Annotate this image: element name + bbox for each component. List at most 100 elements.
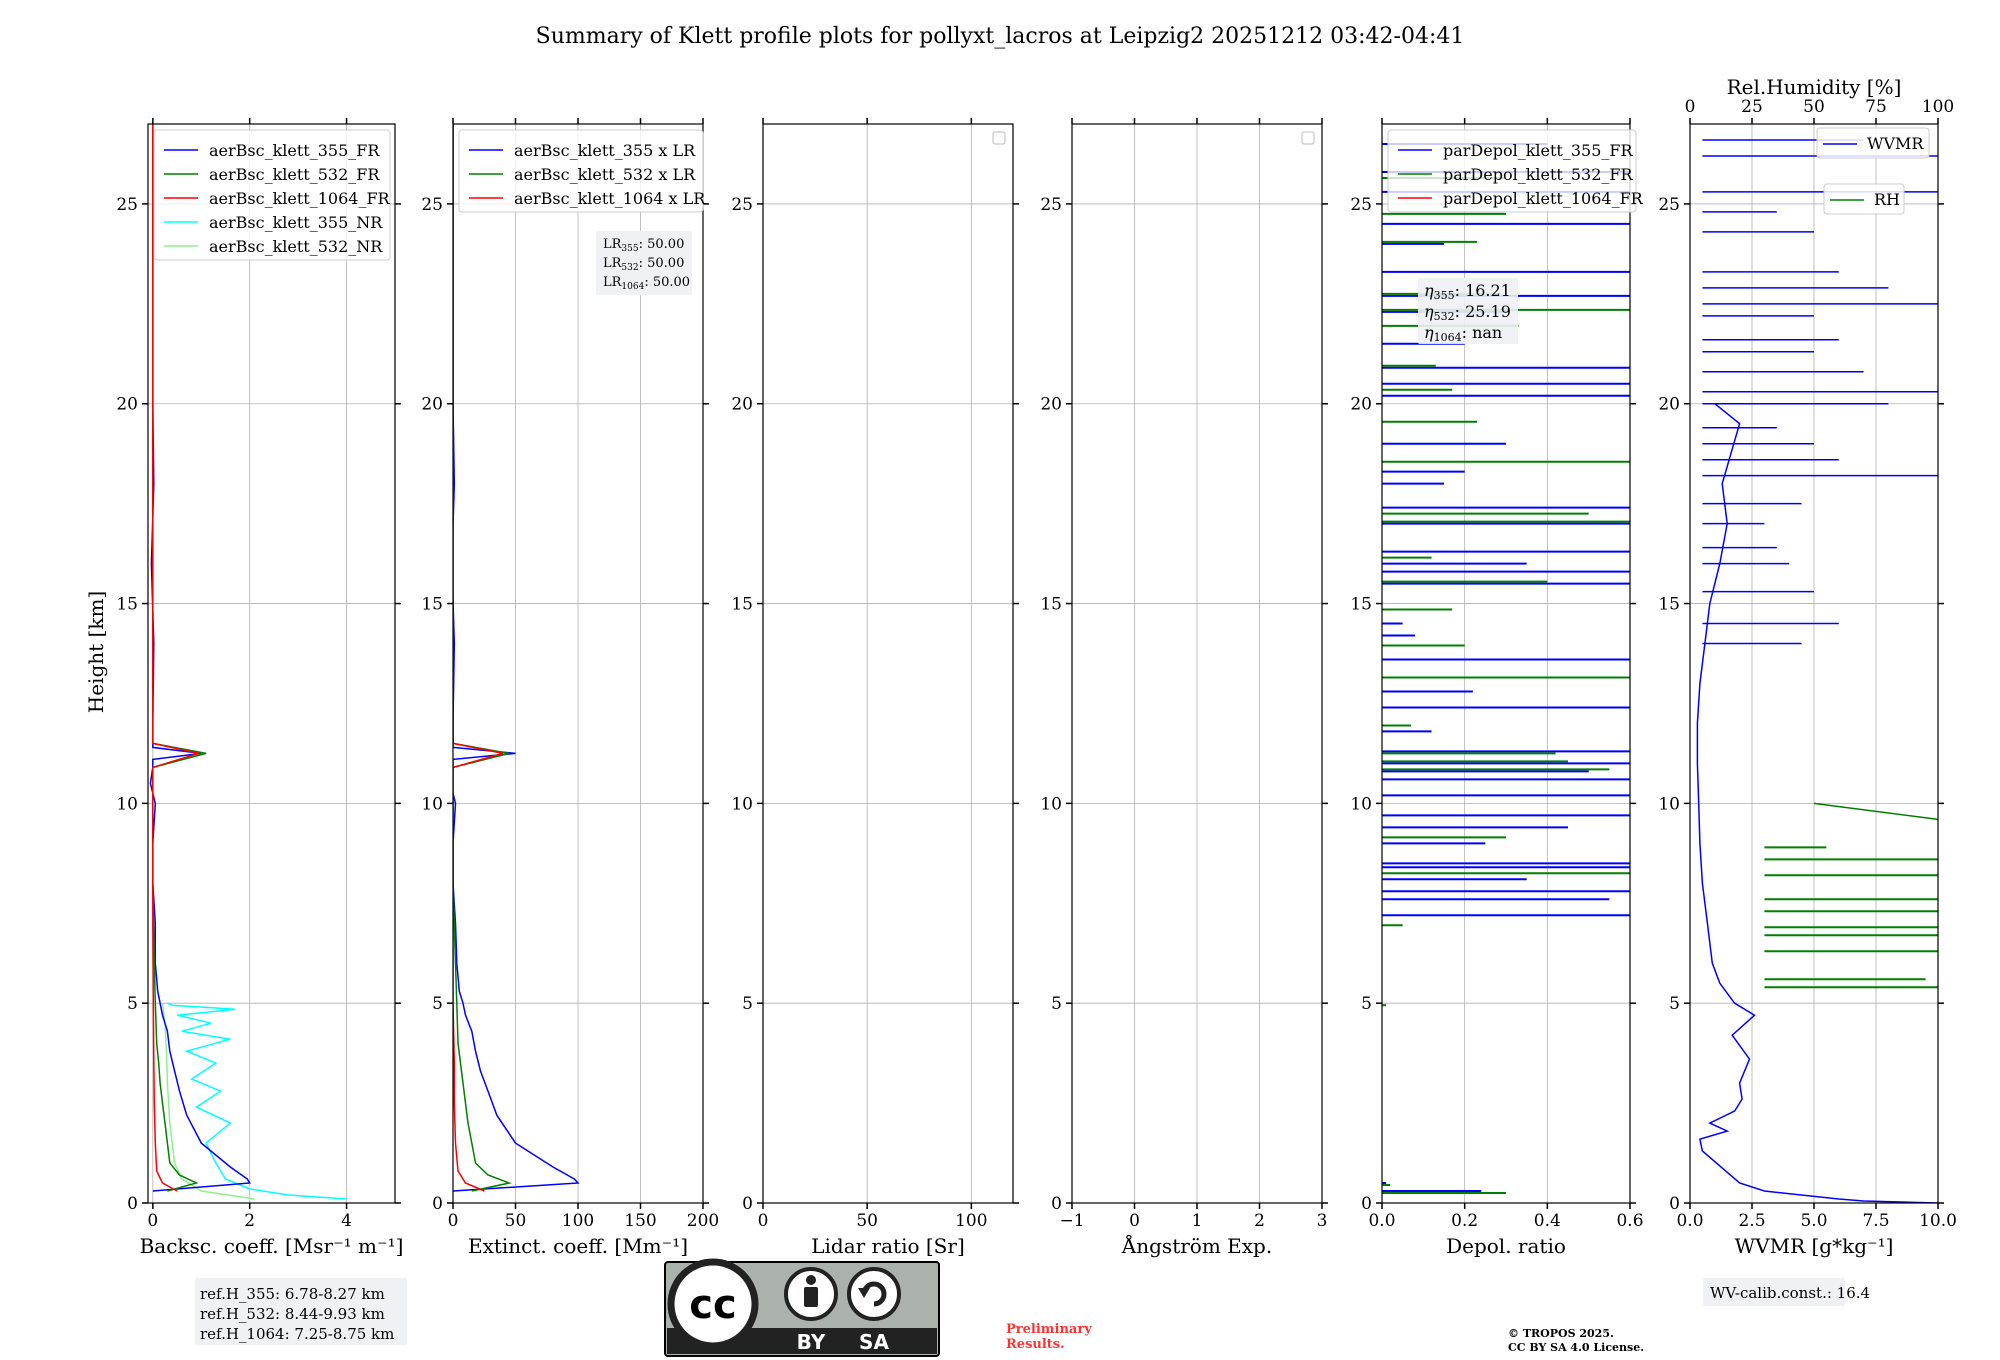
legend-label: aerBsc_klett_532_NR [209,237,383,256]
y-axis-label: Height [km] [84,591,108,713]
series-aerBsc_klett_355 x LR [453,124,580,1192]
y-tick-label: 5 [432,994,443,1014]
preliminary-note: Preliminary Results. [1006,1322,1092,1352]
preliminary-line-2: Results. [1006,1337,1065,1352]
legend-box [1387,129,1637,213]
y-tick-label: 15 [421,595,443,615]
y-tick-label: 15 [1658,595,1680,615]
eta-box [1418,278,1518,344]
y-tick-label: 25 [1350,195,1372,215]
copyright-note: © TROPOS 2025. CC BY SA 4.0 License. [1508,1327,1644,1354]
y-tick-label: 0 [432,1194,443,1214]
x-axis-label: Extinct. coeff. [Mm⁻¹] [468,1234,688,1258]
legend-label: parDepol_klett_532_FR [1443,165,1634,184]
legend-label: WVMR [1867,134,1924,153]
top-x-tick-label: 75 [1865,97,1887,117]
legend-label: aerBsc_klett_355 x LR [514,141,696,160]
y-tick-label: 10 [1658,794,1680,814]
plot-area [453,124,580,1192]
panel-bsc: 0 2 4 0 5 10 15 20 25 Backsc. coeff. [Msr⁻¹ m⁻¹] a… [116,118,403,1258]
x-tick-label: 0 [147,1211,158,1231]
x-tick-label: 0 [448,1211,459,1231]
top-x-tick-label: 0 [1685,97,1696,117]
y-tick-label: 25 [116,195,138,215]
y-tick-label: 5 [742,994,753,1014]
legend-label: aerBsc_klett_355_NR [209,213,383,232]
x-tick-label: 0.4 [1534,1211,1561,1231]
x-tick-label: 3 [1317,1211,1328,1231]
y-tick-label: 25 [1658,195,1680,215]
cc-by-label: BY [797,1330,826,1354]
x-tick-label: 2 [244,1211,255,1231]
legend-box [1816,127,1930,159]
x-tick-label: 0.6 [1616,1211,1643,1231]
empty-legend-box [1301,131,1315,145]
lidar-ratio-value: LR355: 50.00 [603,237,684,254]
legend-box [1823,183,1905,215]
y-tick-label: 20 [731,395,753,415]
legend-label: parDepol_klett_355_FR [1443,141,1634,160]
y-tick-label: 0 [1669,1194,1680,1214]
x-tick-label: 100 [562,1211,594,1231]
lidar-ratio-value: LR1064: 50.00 [603,275,690,292]
x-tick-label: 50 [856,1211,878,1231]
series-aerBsc_klett_532_NR [161,1003,255,1200]
x-tick-label: 200 [687,1211,719,1231]
y-tick-label: 10 [116,794,138,814]
x-axis-label: Lidar ratio [Sr] [811,1234,965,1258]
y-tick-label: 5 [1669,994,1680,1014]
top-x-axis-label: Rel.Humidity [%] [1727,75,1902,99]
plot-area [1696,139,1938,1203]
y-tick-label: 5 [127,994,138,1014]
share-alike-icon [847,1267,901,1321]
top-x-tick-label: 100 [1922,97,1954,117]
x-tick-label: 0 [758,1211,769,1231]
x-tick-label: 10.0 [1919,1211,1957,1231]
y-tick-label: 25 [731,195,753,215]
y-tick-label: 15 [1040,595,1062,615]
legend-box [458,129,704,213]
x-tick-label: 0.2 [1451,1211,1478,1231]
x-tick-label: 50 [505,1211,527,1231]
x-tick-label: 0 [1129,1211,1140,1231]
wv-calibration-constant: WV-calib.const.: 16.4 [1710,1284,1870,1302]
y-tick-label: 0 [1361,1194,1372,1214]
copyright-line-1: © TROPOS 2025. [1508,1327,1614,1340]
y-tick-label: 15 [116,595,138,615]
series-aerBsc_klett_532 x LR [453,124,512,1192]
y-tick-label: 10 [421,794,443,814]
x-axis-label: Ångström Exp. [1121,1233,1272,1258]
x-tick-label: 7.5 [1862,1211,1889,1231]
figure-title: Summary of Klett profile plots for polly… [536,24,1465,49]
wv-calibration-box: WV-calib.const.: 16.4 [1703,1278,1870,1306]
y-tick-label: 0 [1051,1194,1062,1214]
y-tick-label: 20 [1040,395,1062,415]
x-tick-label: 0.0 [1368,1211,1395,1231]
x-tick-label: 150 [624,1211,656,1231]
axes-frame [1381,123,1631,1204]
y-tick-label: 25 [421,195,443,215]
legend-label: parDepol_klett_1064_FR [1443,189,1644,208]
series-aerBsc_klett_1064_FR [152,124,202,1192]
cc-sa-label: SA [859,1330,889,1354]
axes-frame [147,123,396,1204]
legend-label: aerBsc_klett_532_FR [209,165,380,184]
y-tick-label: 20 [1658,395,1680,415]
x-tick-label: 1 [1192,1211,1203,1231]
legend-label: aerBsc_klett_355_FR [209,141,380,160]
panel-ext: 0 50 100 150 200 0 5 10 15 20 25 Extinct. coeff. [M… [421,118,719,1258]
x-tick-label: 4 [341,1211,352,1231]
ref-height-1064: ref.H_1064: 7.25-8.75 km [200,1325,394,1343]
y-tick-label: 0 [742,1194,753,1214]
x-axis-label: WVMR [g*kg⁻¹] [1735,1234,1894,1258]
panel-lr: 0 50 100 0 5 10 15 20 25 Lidar ratio [Sr] [731,118,1019,1258]
y-tick-label: 5 [1361,994,1372,1014]
panel-depol: 0.0 0.2 0.4 0.6 0 5 10 15 20 25 Depol. ratio parDep… [1350,118,1644,1258]
y-tick-label: 25 [1040,195,1062,215]
y-tick-label: 10 [731,794,753,814]
x-tick-label: 100 [955,1211,987,1231]
y-tick-label: 10 [1040,794,1062,814]
y-tick-label: 20 [116,395,138,415]
